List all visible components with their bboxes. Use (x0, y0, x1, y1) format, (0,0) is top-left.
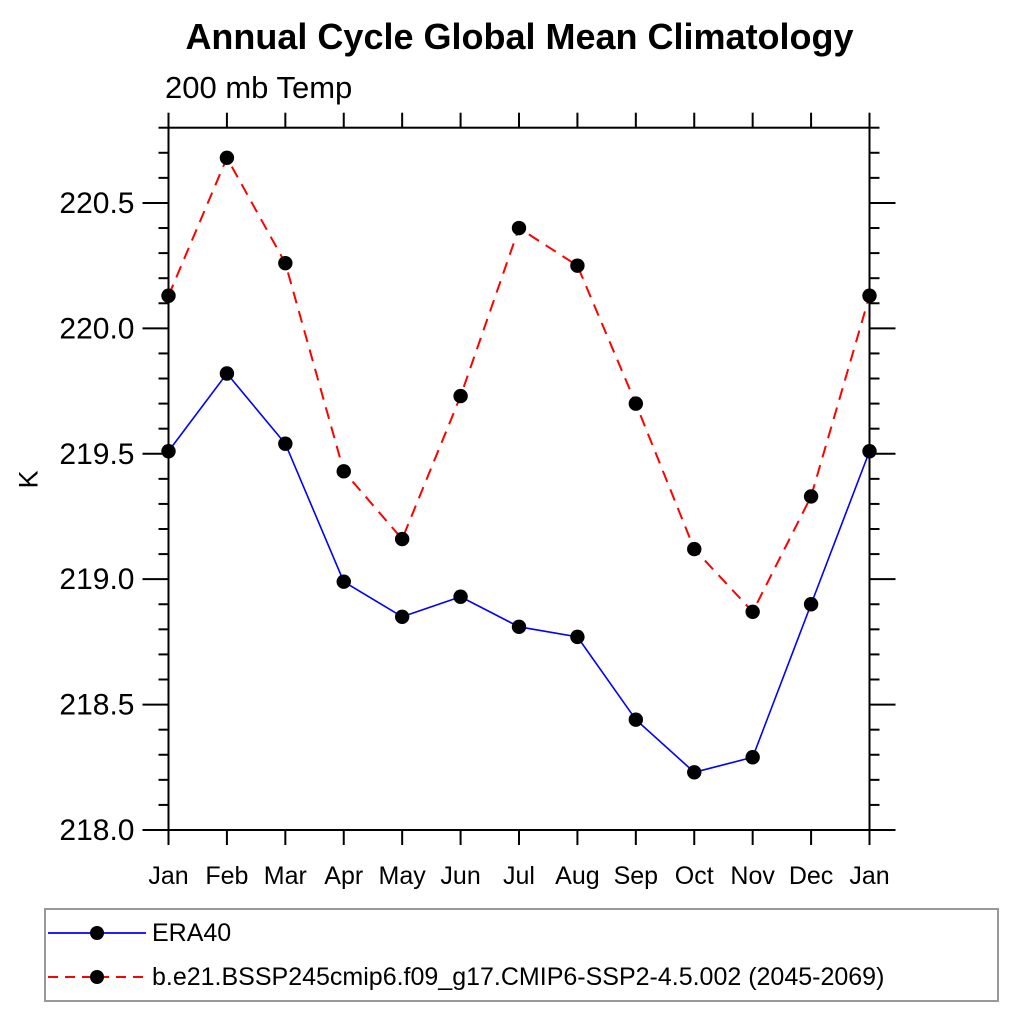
x-tick-label: Dec (789, 862, 833, 890)
data-point-marker (862, 444, 877, 459)
data-point-marker (336, 574, 351, 589)
model-legend-marker-icon (90, 970, 104, 984)
data-point-marker (511, 619, 527, 635)
chart-title: Annual Cycle Global Mean Climatology (185, 16, 854, 57)
era40-legend-label: ERA40 (152, 918, 232, 947)
data-point-marker (278, 255, 293, 271)
x-tick-label: Oct (675, 862, 714, 890)
y-tick-label: 219.5 (59, 438, 134, 471)
data-point-marker (453, 388, 468, 404)
data-point-marker (687, 541, 702, 557)
x-tick-label: May (379, 862, 427, 890)
data-point-marker (803, 489, 819, 504)
model-legend-label: b.e21.BSSP245cmip6.f09_g17.CMIP6-SSP2-4.… (152, 962, 885, 991)
x-tick-label: Aug (555, 862, 599, 890)
x-tick-label: Jan (148, 862, 188, 890)
y-tick-label: 220.5 (59, 187, 134, 220)
data-point-marker (278, 436, 293, 451)
data-point-marker (570, 258, 585, 273)
x-tick-label: Jan (849, 862, 889, 890)
chart-subtitle: 200 mb Temp (165, 70, 353, 105)
data-point-marker (453, 589, 468, 604)
era40-legend-marker-icon (90, 926, 104, 940)
x-axis: Jan Feb Mar Apr May Jun Jul Aug Sep Oct Nov Dec Jan (148, 112, 890, 890)
x-tick-label: Mar (264, 862, 307, 890)
data-point-marker (219, 366, 235, 381)
data-point-marker (745, 604, 760, 619)
x-tick-label: Jul (503, 862, 535, 890)
data-point-marker (161, 444, 176, 459)
data-point-marker (570, 629, 585, 645)
data-point-marker (336, 464, 351, 479)
data-point-marker (687, 765, 702, 780)
data-point-marker (862, 288, 877, 303)
y-tick-label: 218.0 (59, 814, 134, 847)
data-point-marker (803, 597, 819, 612)
data-point-marker (628, 712, 644, 727)
series-model (161, 150, 877, 619)
x-tick-label: Nov (730, 862, 775, 890)
data-point-marker (745, 750, 760, 765)
legend-item-model: b.e21.BSSP245cmip6.f09_g17.CMIP6-SSP2-4.… (46, 957, 997, 997)
y-axis: 218.0 218.5 219.0 219.5 220.0 220.5 (59, 126, 896, 847)
x-tick-label: Apr (324, 862, 363, 890)
y-tick-label: 218.5 (59, 689, 134, 722)
era40-legend-line (48, 926, 146, 940)
data-point-marker (161, 288, 176, 303)
era40-line (167, 372, 871, 774)
y-tick-label: 220.0 (59, 312, 134, 345)
data-point-marker (511, 220, 527, 236)
x-tick-label: Feb (205, 862, 248, 890)
legend: ERA40 b.e21.BSSP245cmip6.f09_g17.CMIP6-S… (44, 908, 999, 1002)
legend-item-era40: ERA40 (46, 913, 997, 953)
data-point-marker (394, 609, 410, 625)
model-legend-line (48, 970, 146, 984)
x-tick-label: Jun (440, 862, 480, 890)
y-tick-label: 219.0 (59, 563, 134, 596)
series-era40 (161, 366, 877, 780)
data-point-marker (628, 396, 644, 411)
data-point-marker (394, 531, 410, 547)
data-point-marker (219, 150, 235, 165)
x-tick-label: Sep (614, 862, 658, 890)
